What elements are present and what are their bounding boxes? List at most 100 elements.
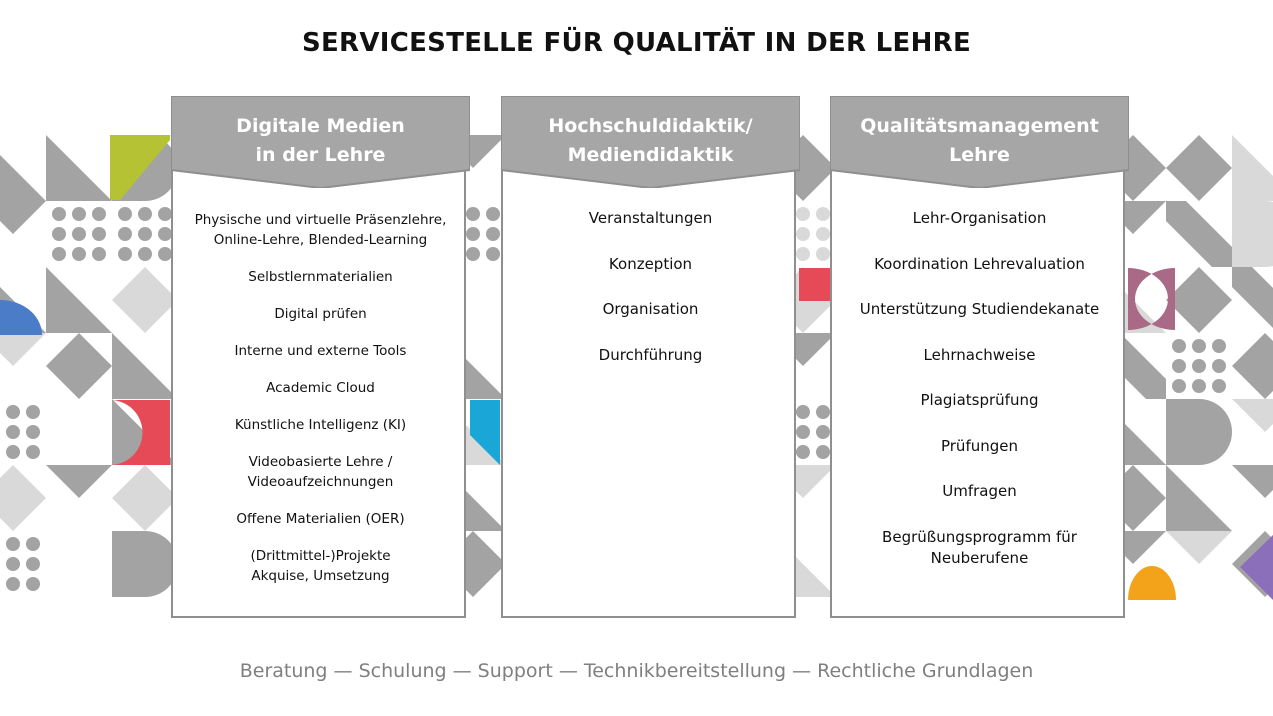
pattern-shape — [816, 247, 830, 261]
pattern-shape — [1212, 339, 1226, 353]
service-item: Begrüßungsprogramm für Neuberufene — [882, 527, 1077, 567]
pattern-shape — [1192, 379, 1206, 393]
column-header: Hochschuldidaktik/ Mediendidaktik — [501, 96, 800, 188]
pattern-shape — [1212, 359, 1226, 373]
pattern-shape — [816, 445, 830, 459]
pattern-shape — [486, 227, 500, 241]
service-item: Prüfungen — [940, 436, 1018, 455]
pattern-shape — [816, 405, 830, 419]
pattern-shape — [112, 531, 178, 597]
service-item: Physische und virtuelle Präsenzlehre, On… — [194, 212, 447, 248]
pattern-shape — [1232, 465, 1273, 498]
pattern-shape — [1172, 379, 1186, 393]
pattern-shape — [72, 227, 86, 241]
column-heading: Qualitätsmanagement Lehre — [860, 115, 1099, 166]
pattern-shape — [110, 135, 170, 200]
service-item: Veranstaltungen — [588, 209, 713, 227]
column-header: Digitale Medien in der Lehre — [171, 96, 470, 188]
pattern-shape — [796, 207, 810, 221]
pattern-shape — [92, 207, 106, 221]
header-chevron-shape — [501, 96, 800, 188]
pattern-shape — [6, 405, 20, 419]
pattern-shape — [138, 247, 152, 261]
service-list: Physische und virtuelle Präsenzlehre, On… — [173, 210, 468, 586]
pattern-shape — [1166, 465, 1232, 531]
pattern-shape — [46, 135, 112, 201]
pattern-shape — [46, 465, 112, 498]
pattern-shape — [6, 577, 20, 591]
pattern-shape — [1232, 267, 1273, 328]
service-item: Organisation — [602, 300, 699, 318]
pattern-shape — [1172, 339, 1186, 353]
pattern-shape — [112, 267, 178, 333]
pattern-shape — [1166, 201, 1232, 267]
pattern-shape — [52, 207, 66, 221]
pattern-shape — [6, 537, 20, 551]
pattern-shape — [796, 227, 810, 241]
service-item: Lehr-Organisation — [912, 209, 1047, 227]
pattern-shape — [110, 400, 170, 465]
pattern-shape — [1212, 379, 1226, 393]
service-item: Digital prüfen — [274, 306, 367, 322]
pattern-shape — [112, 465, 178, 531]
service-item: (Drittmittel-)Projekte Akquise, Umsetzun… — [250, 548, 391, 584]
pattern-shape — [138, 207, 152, 221]
pattern-shape — [72, 247, 86, 261]
pattern-shape — [6, 425, 20, 439]
pattern-shape — [158, 227, 172, 241]
pattern-shape — [466, 207, 480, 221]
pattern-shape — [26, 537, 40, 551]
pattern-shape — [6, 445, 20, 459]
pattern-shape — [1232, 135, 1273, 201]
pattern-shape — [6, 557, 20, 571]
pattern-shape — [1232, 399, 1273, 432]
pattern-shape — [26, 405, 40, 419]
pattern-shape — [486, 207, 500, 221]
service-item: Koordination Lehrevaluation — [874, 254, 1085, 273]
service-list: Veranstaltungen Konzeption Organisation Dur… — [503, 208, 798, 366]
pattern-shape — [26, 445, 40, 459]
pattern-shape — [470, 400, 500, 465]
pattern-shape — [118, 247, 132, 261]
pattern-shape — [26, 557, 40, 571]
pattern-shape — [92, 227, 106, 241]
pattern-shape — [52, 227, 66, 241]
service-item: Künstliche Intelligenz (KI) — [234, 417, 407, 433]
pattern-shape — [0, 465, 46, 531]
pattern-shape — [26, 425, 40, 439]
service-item: Konzeption — [608, 254, 693, 273]
pattern-shape — [816, 425, 830, 439]
pattern-shape — [158, 247, 172, 261]
pattern-shape — [112, 333, 178, 399]
column-hochschuldidaktik: Hochschuldidaktik/ Mediendidaktik Verans… — [501, 96, 800, 618]
pattern-shape — [0, 300, 42, 335]
service-item: Lehrnachweise — [923, 345, 1036, 364]
pattern-shape — [46, 267, 112, 333]
pattern-shape — [1232, 201, 1273, 267]
pattern-shape — [72, 207, 86, 221]
pattern-shape — [0, 155, 46, 201]
pattern-shape — [0, 333, 46, 366]
header-chevron-shape — [171, 96, 470, 188]
pattern-shape — [26, 577, 40, 591]
pattern-shape — [0, 201, 46, 234]
pattern-shape — [466, 247, 480, 261]
service-list: Lehr-Organisation Koordination Lehrevalua… — [832, 208, 1127, 569]
pattern-shape — [816, 207, 830, 221]
service-item: Interne und externe Tools — [234, 343, 407, 359]
pattern-shape — [466, 227, 480, 241]
pattern-shape — [1166, 399, 1232, 465]
pattern-shape — [138, 227, 152, 241]
pattern-shape — [118, 227, 132, 241]
pattern-shape — [796, 405, 810, 419]
pattern-shape — [1128, 566, 1176, 600]
service-item: Offene Materialien (OER) — [236, 511, 405, 527]
pattern-shape — [1166, 531, 1232, 564]
pattern-shape — [158, 207, 172, 221]
pattern-shape — [46, 333, 112, 399]
service-item: Umfragen — [942, 482, 1017, 500]
pattern-shape — [118, 207, 132, 221]
service-item: Unterstützung Studiendekanate — [859, 300, 1100, 318]
service-item: Plagiatsprüfung — [920, 391, 1039, 409]
pattern-shape — [52, 247, 66, 261]
